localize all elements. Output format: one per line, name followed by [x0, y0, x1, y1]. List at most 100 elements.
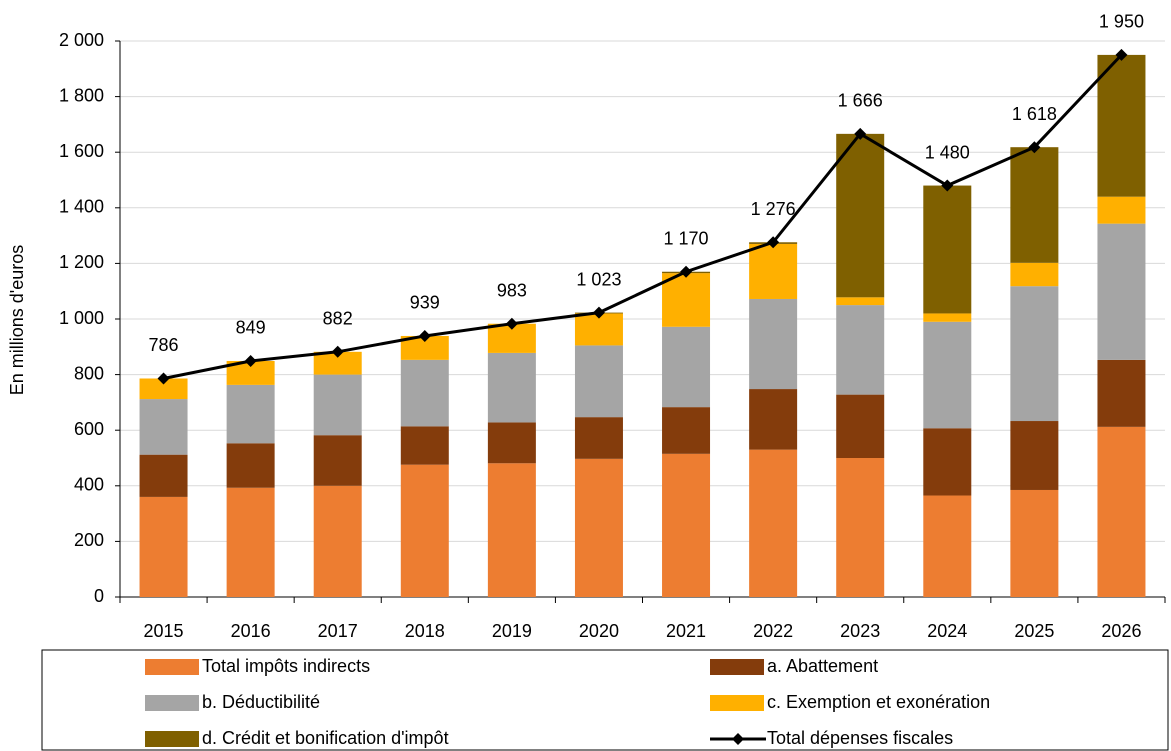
- bar-segment: [226, 443, 275, 488]
- y-tick-label: 600: [74, 419, 104, 439]
- bar-segment: [313, 351, 362, 375]
- bar-segment: [749, 389, 798, 450]
- bar-segment: [487, 422, 536, 464]
- y-axis-label: En millions d'euros: [7, 245, 27, 396]
- bar-segment: [313, 485, 362, 597]
- x-tick-label: 2018: [405, 621, 445, 641]
- x-tick-label: 2026: [1101, 621, 1141, 641]
- line-marker: [418, 329, 431, 342]
- data-label: 786: [149, 335, 179, 355]
- line-marker: [680, 265, 693, 278]
- x-tick-label: 2016: [231, 621, 271, 641]
- bar-segment: [400, 464, 449, 597]
- bar-segment: [226, 360, 275, 385]
- data-label: 849: [236, 318, 266, 338]
- bar-segment: [1010, 286, 1059, 422]
- line-marker: [331, 345, 344, 358]
- data-label: 882: [323, 309, 353, 329]
- legend-swatch: [145, 731, 199, 747]
- bar-segment: [923, 428, 972, 496]
- bar-segment: [574, 313, 623, 346]
- legend-marker: [732, 733, 744, 745]
- y-tick-label: 0: [94, 586, 104, 606]
- y-tick-label: 1 800: [59, 85, 104, 105]
- bar-segment: [1097, 426, 1146, 597]
- bar-segment: [662, 273, 711, 327]
- line-marker: [505, 317, 518, 330]
- line-marker: [1115, 48, 1128, 61]
- bar-segment: [662, 407, 711, 454]
- y-tick-label: 200: [74, 530, 104, 550]
- line-marker: [592, 306, 605, 319]
- bar-segment: [1010, 147, 1059, 263]
- bar-segment: [836, 133, 885, 298]
- y-tick-label: 400: [74, 475, 104, 495]
- x-tick-label: 2023: [840, 621, 880, 641]
- bar-segment: [836, 394, 885, 458]
- bar-segment: [662, 453, 711, 597]
- bar-segment: [226, 487, 275, 597]
- bar-segment: [1010, 421, 1059, 490]
- bar-segment: [662, 326, 711, 408]
- bar-segment: [313, 435, 362, 486]
- bar-segment: [139, 454, 188, 497]
- bar-segment: [749, 449, 798, 597]
- bar-segment: [1097, 359, 1146, 427]
- y-tick-label: 1 600: [59, 141, 104, 161]
- legend-label: d. Crédit et bonification d'impôt: [202, 728, 449, 748]
- bar-segment: [923, 185, 972, 314]
- legend-label: c. Exemption et exonération: [767, 692, 990, 712]
- x-tick-label: 2022: [753, 621, 793, 641]
- bar-segment: [487, 352, 536, 423]
- data-label: 1 170: [664, 228, 709, 248]
- bar-segment: [923, 495, 972, 597]
- bar-segment: [1097, 196, 1146, 224]
- data-label: 1 480: [925, 142, 970, 162]
- data-label: 1 023: [576, 269, 621, 289]
- bar-segment: [139, 399, 188, 455]
- bar-segment: [836, 458, 885, 597]
- bar-segment: [400, 426, 449, 465]
- legend-swatch: [710, 659, 764, 675]
- bar-segment: [749, 298, 798, 390]
- bar-segment: [226, 384, 275, 444]
- bar-segment: [1010, 262, 1059, 287]
- bar-segment: [400, 359, 449, 427]
- y-tick-label: 1 400: [59, 197, 104, 217]
- line-marker: [244, 354, 257, 367]
- x-tick-label: 2017: [318, 621, 358, 641]
- x-tick-label: 2024: [927, 621, 967, 641]
- bar-segment: [836, 305, 885, 395]
- legend-label: Total impôts indirects: [202, 656, 370, 676]
- legend-label: b. Déductibilité: [202, 692, 320, 712]
- bar-segment: [139, 378, 188, 400]
- y-tick-label: 2 000: [59, 30, 104, 50]
- bar-segment: [1097, 54, 1146, 197]
- legend-label: Total dépenses fiscales: [767, 728, 953, 748]
- line-marker: [157, 372, 170, 385]
- y-tick-label: 800: [74, 363, 104, 383]
- line-marker: [854, 127, 867, 140]
- x-tick-label: 2025: [1014, 621, 1054, 641]
- bar-segment: [1097, 223, 1146, 360]
- legend-swatch: [145, 659, 199, 675]
- bar-segment: [139, 496, 188, 597]
- bar-segment: [749, 243, 798, 299]
- bar-segment: [574, 458, 623, 597]
- legend-box: [41, 649, 1169, 751]
- line-marker: [941, 179, 954, 192]
- bar-segment: [313, 374, 362, 436]
- data-label: 1 666: [838, 91, 883, 111]
- bar-segment: [574, 417, 623, 459]
- x-tick-label: 2020: [579, 621, 619, 641]
- line-marker: [1028, 141, 1041, 154]
- bar-segment: [1010, 489, 1059, 597]
- line-marker: [767, 236, 780, 249]
- bar-segment: [400, 335, 449, 360]
- x-tick-label: 2015: [144, 621, 184, 641]
- x-tick-label: 2021: [666, 621, 706, 641]
- data-label: 1 276: [751, 199, 796, 219]
- data-label: 1 950: [1099, 12, 1144, 32]
- total-line: [163, 53, 1123, 380]
